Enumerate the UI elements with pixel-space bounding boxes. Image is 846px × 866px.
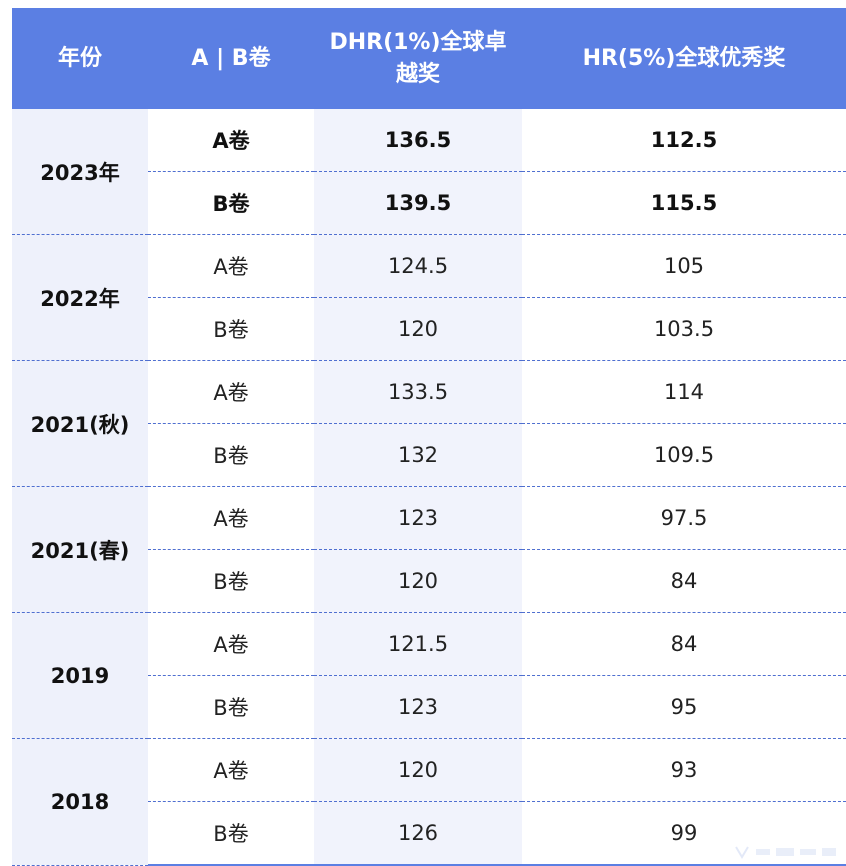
hr-score-cell: 115.5 [522, 171, 846, 235]
hr-score-cell: 114 [522, 360, 846, 424]
hr-score-cell: 97.5 [522, 486, 846, 550]
paper-cell: B卷 [148, 675, 314, 739]
paper-cell: B卷 [148, 171, 314, 235]
paper-cell: A卷 [148, 612, 314, 676]
header-year: 年份 [12, 8, 148, 109]
dhr-score-cell: 139.5 [314, 171, 522, 235]
table-row: 2023年 A卷 136.5 112.5 [12, 109, 846, 235]
dhr-score-cell: 126 [314, 801, 522, 866]
score-threshold-table: 年份 A | B卷 DHR(1%)全球卓 越奖 HR(5%)全球优秀奖 2023… [12, 8, 846, 866]
paper-cell: A卷 [148, 360, 314, 424]
hr-score-cell: 105 [522, 234, 846, 298]
dhr-score-cell: 120 [314, 549, 522, 613]
header-dhr: DHR(1%)全球卓 越奖 [314, 8, 522, 109]
header-hr: HR(5%)全球优秀奖 [522, 8, 846, 109]
paper-cell: B卷 [148, 423, 314, 487]
watermark-logo [735, 846, 836, 859]
year-cell: 2018 [12, 738, 148, 866]
header-paper: A | B卷 [148, 8, 314, 109]
paper-cell: A卷 [148, 486, 314, 550]
header-dhr-line1: DHR(1%)全球卓 [329, 29, 507, 55]
table-row: B卷 120 84 [12, 549, 846, 613]
dhr-score-cell: 121.5 [314, 612, 522, 676]
dhr-score-cell: 123 [314, 675, 522, 739]
year-cell: 2023年 [12, 109, 148, 235]
hr-score-cell: 95 [522, 675, 846, 739]
dhr-score-cell: 120 [314, 738, 522, 802]
hr-score-cell: 103.5 [522, 297, 846, 361]
table-row: 2022年 A卷 124.5 105 [12, 234, 846, 361]
paper-cell: B卷 [148, 801, 314, 866]
paper-cell: B卷 [148, 297, 314, 361]
hr-score-cell: 109.5 [522, 423, 846, 487]
dhr-score-cell: 123 [314, 486, 522, 550]
dhr-score-cell: 132 [314, 423, 522, 487]
dhr-score-cell: 133.5 [314, 360, 522, 424]
table-row: B卷 120 103.5 [12, 297, 846, 361]
dhr-score-cell: 124.5 [314, 234, 522, 298]
year-cell: 2021(秋) [12, 360, 148, 487]
table-row: B卷 123 95 [12, 675, 846, 739]
dhr-score-cell: 136.5 [314, 109, 522, 172]
hr-score-cell: 84 [522, 612, 846, 676]
table-body: 2023年 A卷 136.5 112.5 B卷 139.5 115.5 2022年 A卷 124.… [12, 109, 846, 866]
table-row: B卷 139.5 115.5 [12, 171, 846, 235]
year-cell: 2019 [12, 612, 148, 739]
hr-score-cell: 112.5 [522, 109, 846, 172]
table-row: 2019 A卷 121.5 84 [12, 612, 846, 739]
table-header-row: 年份 A | B卷 DHR(1%)全球卓 越奖 HR(5%)全球优秀奖 [12, 8, 846, 109]
table-row: 2021(春) A卷 123 97.5 [12, 486, 846, 613]
header-dhr-line2: 越奖 [395, 61, 440, 87]
table-row: 2018 A卷 120 93 [12, 738, 846, 866]
table-row: B卷 132 109.5 [12, 423, 846, 487]
table-row: 2021(秋) A卷 133.5 114 [12, 360, 846, 487]
paper-cell: B卷 [148, 549, 314, 613]
hr-score-cell: 93 [522, 738, 846, 802]
paper-cell: A卷 [148, 234, 314, 298]
year-cell: 2021(春) [12, 486, 148, 613]
dhr-score-cell: 120 [314, 297, 522, 361]
year-cell: 2022年 [12, 234, 148, 361]
hr-score-cell: 84 [522, 549, 846, 613]
paper-cell: A卷 [148, 738, 314, 802]
paper-cell: A卷 [148, 109, 314, 172]
